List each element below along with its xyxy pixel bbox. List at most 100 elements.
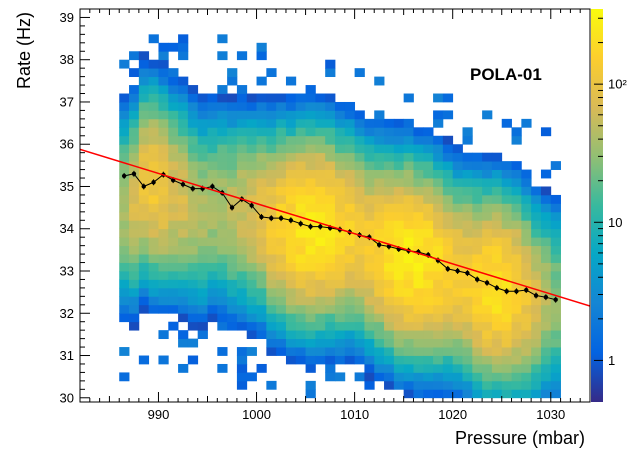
heatmap-cell	[217, 237, 228, 247]
heatmap-cell	[168, 118, 179, 128]
heatmap-cell	[374, 355, 385, 365]
heatmap-cell	[462, 194, 473, 204]
heatmap-cell	[178, 42, 189, 52]
heatmap-cell	[462, 355, 473, 365]
heatmap-cell	[217, 101, 228, 111]
heatmap-cell	[364, 245, 375, 255]
heatmap-cell	[413, 304, 424, 314]
heatmap-cell	[354, 118, 365, 128]
heatmap-cell	[227, 194, 238, 204]
heatmap-cell	[393, 118, 405, 128]
heatmap-cell	[491, 237, 503, 247]
heatmap-cell	[344, 245, 356, 255]
heatmap-cell	[472, 372, 483, 382]
heatmap-cell	[227, 245, 238, 255]
heatmap-cell	[384, 287, 395, 297]
heatmap-cell	[521, 254, 532, 263]
heatmap-cell	[442, 313, 454, 323]
heatmap-cell	[521, 178, 532, 187]
heatmap-cell	[413, 152, 424, 162]
heatmap-cell	[423, 178, 434, 187]
heatmap-cell	[138, 304, 150, 314]
heatmap-cell	[217, 304, 228, 314]
heatmap-cell	[129, 211, 140, 221]
heatmap-cell	[236, 169, 248, 179]
heatmap-cell	[119, 110, 130, 120]
heatmap-cell	[354, 135, 365, 145]
heatmap-cell	[501, 203, 512, 213]
heatmap-cell	[129, 271, 140, 280]
heatmap-cell	[197, 178, 208, 187]
heatmap-cell	[462, 228, 473, 238]
heatmap-cell	[266, 380, 277, 390]
profile-point	[543, 295, 549, 300]
heatmap-cell	[236, 186, 248, 196]
heatmap-cell	[119, 211, 130, 221]
heatmap-cell	[511, 203, 522, 213]
heatmap-cell	[550, 363, 561, 373]
heatmap-cell	[305, 93, 316, 103]
heatmap-cell	[266, 110, 277, 120]
heatmap-cell	[393, 355, 405, 365]
heatmap-cell	[384, 186, 395, 196]
heatmap-cell	[433, 118, 444, 128]
heatmap-cell	[187, 118, 199, 128]
heatmap-cell	[393, 271, 405, 280]
heatmap-cell	[187, 110, 199, 120]
heatmap-cell	[158, 144, 169, 154]
heatmap-cell	[129, 296, 140, 306]
heatmap-cell	[129, 203, 140, 213]
heatmap-cell	[207, 262, 218, 272]
heatmap-cell	[511, 161, 522, 170]
heatmap-cell	[403, 380, 414, 390]
heatmap-cell	[119, 186, 130, 196]
heatmap-cell	[433, 194, 444, 204]
heatmap-cell	[148, 152, 159, 162]
heatmap-cell	[246, 372, 257, 382]
heatmap-cell	[197, 118, 208, 128]
heatmap-cell	[423, 169, 434, 179]
heatmap-cell	[452, 296, 463, 306]
heatmap-cell	[550, 304, 561, 314]
heatmap-cell	[227, 186, 238, 196]
heatmap-cell	[374, 152, 385, 162]
heatmap-cell	[344, 220, 356, 230]
heatmap-cell	[207, 237, 218, 247]
heatmap-cell	[472, 237, 483, 247]
heatmap-cell	[384, 144, 395, 154]
heatmap-cell	[168, 279, 179, 289]
heatmap-cell	[138, 161, 150, 170]
heatmap-cell	[364, 279, 375, 289]
heatmap-cell	[413, 313, 424, 323]
heatmap-cell	[384, 313, 395, 323]
heatmap-cell	[531, 296, 542, 306]
heatmap-cell	[158, 42, 169, 52]
heatmap-cell	[344, 279, 356, 289]
heatmap-cell	[168, 228, 179, 238]
heatmap-cell	[217, 211, 228, 221]
heatmap-cell	[344, 254, 356, 263]
heatmap-cell	[354, 152, 365, 162]
heatmap-cell	[442, 220, 454, 230]
heatmap-cell	[138, 211, 150, 221]
heatmap-cell	[511, 338, 522, 348]
heatmap-cell	[413, 144, 424, 154]
heatmap-cell	[325, 118, 336, 128]
heatmap-cell	[148, 228, 159, 238]
heatmap-cell	[325, 161, 336, 170]
heatmap-cell	[482, 245, 493, 255]
heatmap-cell	[207, 220, 218, 230]
heatmap-cell	[246, 304, 257, 314]
heatmap-cell	[295, 338, 306, 348]
heatmap-cell	[335, 296, 346, 306]
heatmap-cell	[315, 152, 326, 162]
heatmap-cell	[393, 279, 405, 289]
heatmap-cell	[217, 178, 228, 187]
heatmap-cell	[325, 347, 336, 356]
heatmap-cell	[266, 338, 277, 348]
heatmap-cell	[129, 135, 140, 145]
heatmap-cell	[168, 220, 179, 230]
heatmap-cell	[325, 245, 336, 255]
heatmap-cell	[276, 152, 287, 162]
heatmap-cell	[482, 152, 493, 162]
